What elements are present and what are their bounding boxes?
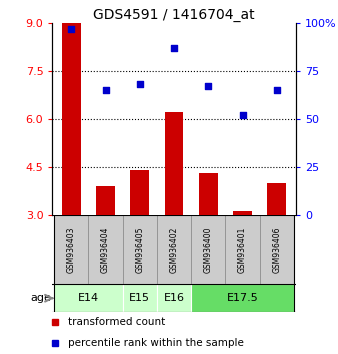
Text: GSM936401: GSM936401 bbox=[238, 226, 247, 273]
Bar bbox=[123, 284, 157, 312]
Text: age: age bbox=[31, 293, 52, 303]
Title: GDS4591 / 1416704_at: GDS4591 / 1416704_at bbox=[93, 8, 255, 22]
Bar bbox=[225, 215, 260, 284]
Bar bbox=[157, 215, 191, 284]
Bar bbox=[191, 284, 294, 312]
Point bbox=[171, 45, 177, 51]
Bar bbox=[96, 186, 115, 215]
Bar bbox=[165, 113, 184, 215]
Text: GSM936405: GSM936405 bbox=[135, 226, 144, 273]
Bar bbox=[157, 284, 191, 312]
Bar bbox=[62, 23, 81, 215]
Bar bbox=[130, 170, 149, 215]
Text: GSM936403: GSM936403 bbox=[67, 226, 76, 273]
Bar bbox=[54, 284, 123, 312]
Text: GSM936402: GSM936402 bbox=[170, 226, 178, 273]
Bar bbox=[191, 215, 225, 284]
Bar bbox=[88, 215, 123, 284]
Bar bbox=[233, 211, 252, 215]
Text: GSM936400: GSM936400 bbox=[204, 226, 213, 273]
Bar bbox=[54, 215, 88, 284]
Text: E15: E15 bbox=[129, 293, 150, 303]
Text: E14: E14 bbox=[78, 293, 99, 303]
Text: E17.5: E17.5 bbox=[227, 293, 259, 303]
Text: GSM936404: GSM936404 bbox=[101, 226, 110, 273]
Point bbox=[206, 84, 211, 89]
Point bbox=[103, 87, 108, 93]
Point bbox=[137, 81, 143, 87]
Bar bbox=[123, 215, 157, 284]
Point bbox=[274, 87, 280, 93]
Bar bbox=[260, 215, 294, 284]
Point bbox=[240, 112, 245, 118]
Text: GSM936406: GSM936406 bbox=[272, 226, 282, 273]
Bar bbox=[199, 173, 218, 215]
Bar bbox=[267, 183, 286, 215]
Text: transformed count: transformed count bbox=[68, 317, 166, 327]
Text: E16: E16 bbox=[164, 293, 185, 303]
Text: percentile rank within the sample: percentile rank within the sample bbox=[68, 338, 244, 348]
Point bbox=[69, 26, 74, 32]
